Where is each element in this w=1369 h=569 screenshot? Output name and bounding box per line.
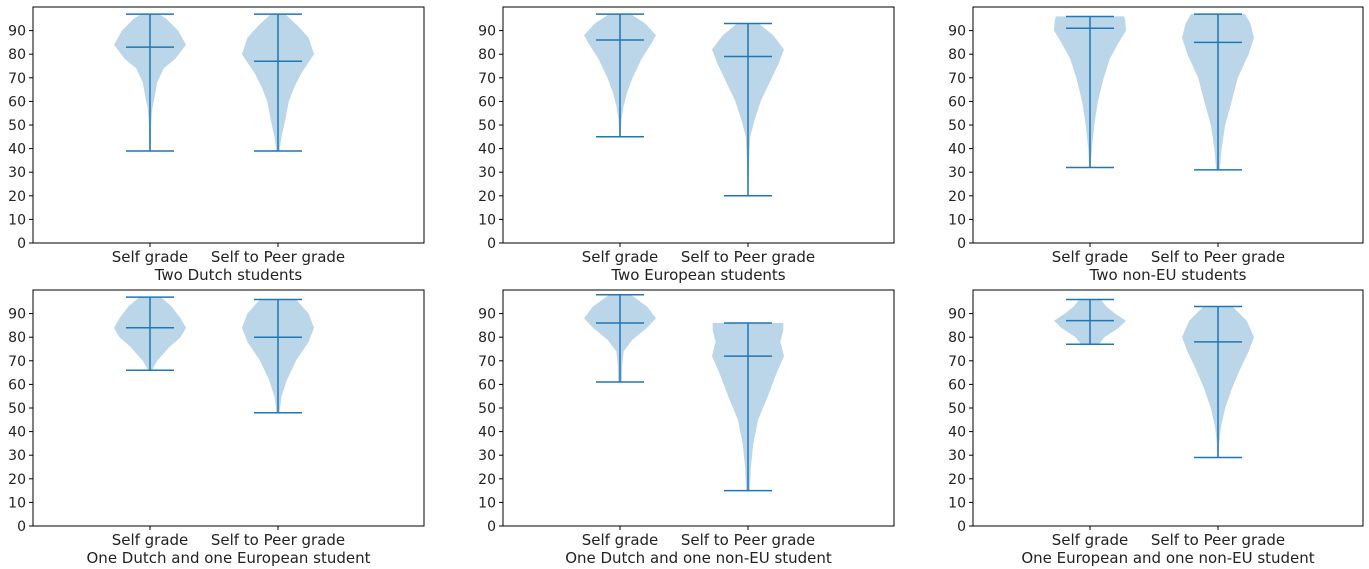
y-tick-label: 0 xyxy=(487,236,496,252)
x-tick-label: Self to Peer grade xyxy=(681,248,815,266)
x-axis-label: Two non-EU students xyxy=(1089,266,1247,284)
y-tick-label: 40 xyxy=(948,142,966,158)
y-tick-label: 30 xyxy=(8,165,26,181)
y-tick-label: 90 xyxy=(478,307,496,323)
y-tick-label: 10 xyxy=(8,212,26,228)
y-tick-label: 50 xyxy=(478,401,496,417)
y-tick-label: 10 xyxy=(478,212,496,228)
y-tick-label: 50 xyxy=(478,118,496,134)
y-tick-label: 60 xyxy=(948,94,966,110)
y-tick-label: 80 xyxy=(8,330,26,346)
y-tick-label: 30 xyxy=(8,448,26,464)
x-tick-label: Self to Peer grade xyxy=(1151,248,1285,266)
y-tick-label: 10 xyxy=(948,495,966,511)
y-tick-label: 60 xyxy=(8,94,26,110)
y-tick-label: 30 xyxy=(478,448,496,464)
y-tick-label: 20 xyxy=(8,189,26,205)
x-tick-label: Self grade xyxy=(582,248,659,266)
x-tick-label: Self to Peer grade xyxy=(681,531,815,549)
x-axis-label: One Dutch and one non-EU student xyxy=(565,549,832,567)
x-tick-label: Self to Peer grade xyxy=(211,248,345,266)
x-tick-label: Self grade xyxy=(582,531,659,549)
y-tick-label: 0 xyxy=(487,519,496,535)
y-tick-label: 90 xyxy=(8,307,26,323)
y-tick-label: 90 xyxy=(478,24,496,40)
y-tick-label: 20 xyxy=(478,472,496,488)
y-tick-label: 90 xyxy=(8,24,26,40)
y-tick-label: 60 xyxy=(948,377,966,393)
y-tick-label: 80 xyxy=(478,330,496,346)
y-tick-label: 40 xyxy=(8,425,26,441)
y-tick-label: 90 xyxy=(948,24,966,40)
axes-frame xyxy=(32,6,425,244)
y-tick-label: 20 xyxy=(8,472,26,488)
y-tick-label: 20 xyxy=(478,189,496,205)
axes-frame xyxy=(502,6,895,244)
x-tick-label: Self to Peer grade xyxy=(1151,531,1285,549)
x-axis-label: Two Dutch students xyxy=(154,266,303,284)
x-tick-label: Self to Peer grade xyxy=(211,531,345,549)
y-tick-label: 40 xyxy=(478,142,496,158)
axes-frame xyxy=(502,289,895,527)
y-tick-label: 40 xyxy=(478,425,496,441)
x-tick-label: Self grade xyxy=(112,531,189,549)
y-tick-label: 90 xyxy=(948,307,966,323)
y-tick-label: 70 xyxy=(948,71,966,87)
x-tick-label: Self grade xyxy=(1052,248,1129,266)
y-tick-label: 30 xyxy=(948,165,966,181)
y-tick-label: 20 xyxy=(948,189,966,205)
y-tick-label: 0 xyxy=(957,519,966,535)
y-tick-label: 60 xyxy=(8,377,26,393)
y-tick-label: 0 xyxy=(17,236,26,252)
x-axis-label: One European and one non-EU student xyxy=(1021,549,1314,567)
y-tick-label: 50 xyxy=(948,118,966,134)
y-tick-label: 70 xyxy=(8,71,26,87)
axes-frame xyxy=(972,6,1364,244)
y-tick-label: 0 xyxy=(957,236,966,252)
axes-frame xyxy=(32,289,425,527)
y-tick-label: 50 xyxy=(948,401,966,417)
x-tick-label: Self grade xyxy=(1052,531,1129,549)
y-tick-label: 0 xyxy=(17,519,26,535)
y-tick-label: 20 xyxy=(948,472,966,488)
y-tick-label: 80 xyxy=(948,47,966,63)
y-tick-label: 70 xyxy=(478,354,496,370)
y-tick-label: 10 xyxy=(8,495,26,511)
y-tick-label: 70 xyxy=(8,354,26,370)
x-axis-label: Two European students xyxy=(610,266,785,284)
x-axis-label: One Dutch and one European student xyxy=(87,549,371,567)
x-tick-label: Self grade xyxy=(112,248,189,266)
y-tick-label: 30 xyxy=(478,165,496,181)
y-tick-label: 70 xyxy=(478,71,496,87)
y-tick-label: 70 xyxy=(948,354,966,370)
y-tick-label: 80 xyxy=(478,47,496,63)
y-tick-label: 10 xyxy=(948,212,966,228)
y-tick-label: 60 xyxy=(478,94,496,110)
y-tick-label: 80 xyxy=(8,47,26,63)
y-tick-label: 40 xyxy=(948,425,966,441)
y-tick-label: 30 xyxy=(948,448,966,464)
y-tick-label: 50 xyxy=(8,401,26,417)
y-tick-label: 80 xyxy=(948,330,966,346)
y-tick-label: 60 xyxy=(478,377,496,393)
axes-frame xyxy=(972,289,1364,527)
y-tick-label: 10 xyxy=(478,495,496,511)
y-tick-label: 50 xyxy=(8,118,26,134)
y-tick-label: 40 xyxy=(8,142,26,158)
